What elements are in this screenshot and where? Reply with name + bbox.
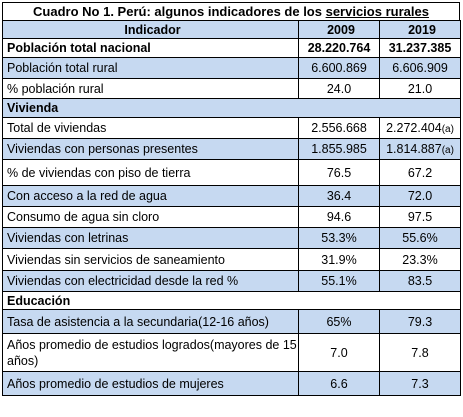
table-row: Años promedio de estudios logrados(mayor… (2, 333, 461, 372)
value-2009: 53.3% (298, 227, 380, 249)
value-2019: 23.3% (379, 248, 461, 271)
value-2019: 79.3 (379, 309, 461, 334)
value-2009: 7.0 (298, 333, 380, 372)
value-2009: 55.1% (298, 270, 380, 292)
table-header-row: Indicador 2009 2019 (2, 20, 461, 39)
value-2019: 7.8 (379, 333, 461, 372)
value-2009: 76.5 (298, 159, 380, 186)
value-2009: 36.4 (298, 185, 380, 207)
row-label: Años promedio de estudios de mujeres (2, 371, 299, 396)
value-2019: 97.5 (379, 206, 461, 228)
value-2019: 21.0 (379, 78, 461, 99)
table-row: Años promedio de estudios de mujeres 6.6… (2, 371, 461, 396)
value-2019: 1.814.887(a) (379, 138, 461, 160)
value-2019: 31.237.385 (379, 38, 461, 58)
value-2019-number: 1.814.887 (386, 142, 442, 156)
value-2009: 2.556.668 (298, 117, 380, 139)
table-row: Total de viviendas 2.556.668 2.272.404(a… (2, 117, 461, 139)
row-label: Población total rural (2, 57, 299, 79)
value-2009: 94.6 (298, 206, 380, 228)
value-2009: 1.855.985 (298, 138, 380, 160)
indicators-table: Indicador 2009 2019 Población total naci… (2, 20, 461, 396)
row-label: Años promedio de estudios logrados(mayor… (2, 333, 299, 372)
value-2009: 24.0 (298, 78, 380, 99)
table-row: Población total rural 6.600.869 6.606.90… (2, 57, 461, 79)
value-2019: 7.3 (379, 371, 461, 396)
footnote-marker: (a) (441, 124, 454, 135)
value-2009: 6.6 (298, 371, 380, 396)
header-indicator: Indicador (2, 20, 299, 39)
value-2019: 83.5 (379, 270, 461, 292)
value-2019: 55.6% (379, 227, 461, 249)
table-row: Población total nacional 28.220.764 31.2… (2, 38, 461, 58)
row-label: Viviendas con letrinas (2, 227, 299, 249)
row-label: Viviendas sin servicios de saneamiento (2, 248, 299, 271)
value-2019: 72.0 (379, 185, 461, 207)
table-title-underlined: servicios rurales (325, 4, 429, 19)
header-year-2009: 2009 (298, 20, 380, 39)
row-label: Población total nacional (2, 38, 299, 58)
value-2009: 31.9% (298, 248, 380, 271)
value-2019: 67.2 (379, 159, 461, 186)
value-2009: 28.220.764 (298, 38, 380, 58)
table-row: % de viviendas con piso de tierra 76.5 6… (2, 159, 461, 186)
row-label: Viviendas con personas presentes (2, 138, 299, 160)
table-row: Viviendas con letrinas 53.3% 55.6% (2, 227, 461, 249)
value-2019: 2.272.404(a) (379, 117, 461, 139)
table-title-prefix: Cuadro No 1. Perú: algunos indicadores d… (33, 4, 326, 19)
row-label: Tasa de asistencia a la secundaria(12-16… (2, 309, 299, 334)
table-row: Viviendas con personas presentes 1.855.9… (2, 138, 461, 160)
section-row-vivienda: Vivienda (2, 98, 461, 118)
table-row: Con acceso a la red de agua 36.4 72.0 (2, 185, 461, 207)
row-label: Total de viviendas (2, 117, 299, 139)
row-label: Viviendas con electricidad desde la red … (2, 270, 299, 292)
header-year-2019: 2019 (379, 20, 461, 39)
row-label: % de viviendas con piso de tierra (2, 159, 299, 186)
value-2009: 65% (298, 309, 380, 334)
row-label: Consumo de agua sin cloro (2, 206, 299, 228)
table-title: Cuadro No 1. Perú: algunos indicadores d… (2, 2, 460, 20)
value-2009: 6.600.869 (298, 57, 380, 79)
table-row: Tasa de asistencia a la secundaria(12-16… (2, 309, 461, 334)
row-label: Con acceso a la red de agua (2, 185, 299, 207)
footnote-marker: (a) (441, 145, 454, 156)
section-label: Vivienda (2, 98, 461, 118)
table-row: Consumo de agua sin cloro 94.6 97.5 (2, 206, 461, 228)
indicators-table-container: Cuadro No 1. Perú: algunos indicadores d… (2, 2, 461, 396)
value-2019: 6.606.909 (379, 57, 461, 79)
section-label: Educación (2, 291, 461, 310)
value-2019-number: 2.272.404 (386, 121, 442, 135)
section-row-educacion: Educación (2, 291, 461, 310)
table-row: % población rural 24.0 21.0 (2, 78, 461, 99)
row-label: % población rural (2, 78, 299, 99)
table-row: Viviendas sin servicios de saneamiento 3… (2, 248, 461, 271)
table-row: Viviendas con electricidad desde la red … (2, 270, 461, 292)
